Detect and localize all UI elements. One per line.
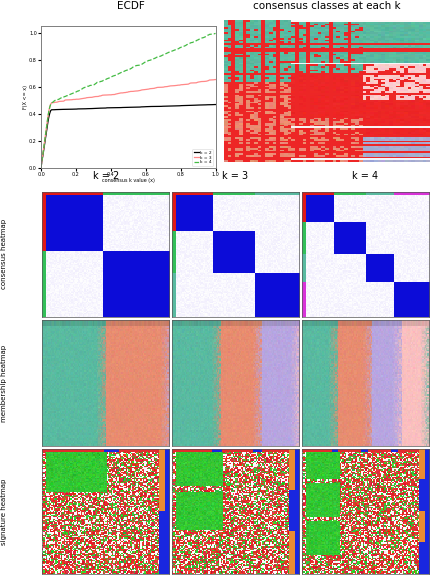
k = 2: [85, 105, 90, 112]
k = 3: [71, 96, 76, 103]
k = 4: [38, 164, 44, 171]
k = 2: [213, 101, 218, 108]
Y-axis label: F(X <= x): F(X <= x): [23, 85, 28, 109]
Text: membership heatmap: membership heatmap: [1, 344, 7, 422]
Text: ECDF: ECDF: [117, 1, 144, 12]
k = 4: [213, 30, 218, 37]
k = 3: [45, 112, 51, 119]
Text: k = 3: k = 3: [222, 171, 248, 181]
Legend: k = 2, k = 3, k = 4: k = 2, k = 3, k = 4: [192, 149, 213, 166]
Text: k = 2: k = 2: [93, 171, 119, 181]
k = 2: [49, 107, 54, 113]
k = 4: [204, 32, 210, 39]
k = 2: [38, 164, 44, 171]
k = 3: [38, 164, 44, 171]
k = 3: [198, 78, 203, 85]
Text: k = 4: k = 4: [352, 171, 378, 181]
Text: consensus classes at each k: consensus classes at each k: [253, 1, 401, 12]
Line: k = 3: k = 3: [41, 79, 216, 168]
k = 3: [213, 76, 218, 83]
Line: k = 4: k = 4: [41, 33, 216, 168]
k = 3: [85, 94, 90, 101]
Text: signature heatmap: signature heatmap: [1, 479, 7, 545]
X-axis label: consensus k value (x): consensus k value (x): [102, 179, 155, 183]
k = 4: [45, 112, 51, 119]
k = 4: [49, 100, 54, 107]
k = 2: [198, 101, 203, 108]
k = 2: [204, 101, 210, 108]
Line: k = 2: k = 2: [41, 104, 216, 168]
k = 2: [45, 118, 51, 124]
k = 2: [71, 106, 76, 113]
Text: consensus heatmap: consensus heatmap: [1, 219, 7, 289]
k = 3: [49, 99, 54, 106]
k = 4: [85, 83, 90, 90]
k = 4: [198, 35, 203, 42]
k = 3: [204, 78, 210, 85]
k = 4: [71, 89, 76, 96]
